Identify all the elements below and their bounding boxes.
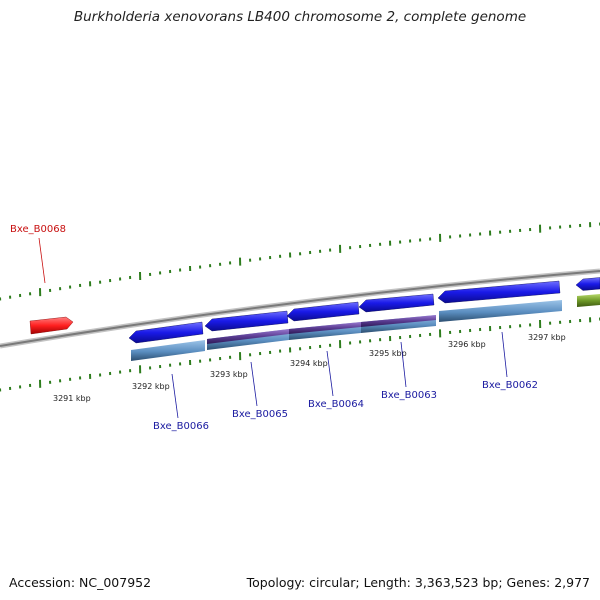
leader-bxe-b0066 bbox=[171, 373, 179, 419]
scale-ticks-bottom bbox=[0, 317, 600, 392]
gene-arrow-bxe-b0063[interactable] bbox=[358, 293, 435, 313]
genome-summary: Topology: circular; Length: 3,363,523 bp… bbox=[246, 575, 590, 590]
gene-label-bxe-b0063[interactable]: Bxe_B0063 bbox=[381, 390, 437, 401]
gene-label-bxe-b0066[interactable]: Bxe_B0066 bbox=[153, 421, 209, 432]
cds-feature-bxe-b0066 bbox=[131, 340, 205, 361]
gene-arrow-bxe-b0065[interactable] bbox=[204, 310, 289, 332]
domain-feature-bxe-b0064 bbox=[289, 322, 361, 334]
gene-label-bxe-b0065[interactable]: Bxe_B0065 bbox=[232, 409, 288, 420]
leader-bxe-b0064 bbox=[326, 350, 334, 397]
kbp-label-3295: 3295 kbp bbox=[369, 349, 407, 358]
kbp-label-3294: 3294 kbp bbox=[290, 359, 328, 368]
kbp-label-3297: 3297 kbp bbox=[528, 333, 566, 342]
gene-arrow-bxe-b0068[interactable] bbox=[29, 316, 74, 335]
scale-ticks-top bbox=[0, 222, 600, 301]
gene-label-bxe-b0068[interactable]: Bxe_B0068 bbox=[10, 224, 66, 235]
gene-arrow-bxe-b0064[interactable] bbox=[286, 301, 360, 322]
green-feature-offscreen bbox=[577, 294, 600, 307]
domain-feature-bxe-b0063 bbox=[361, 315, 436, 327]
gene-label-bxe-b0062[interactable]: Bxe_B0062 bbox=[482, 380, 538, 391]
accession-text: Accession: NC_007952 bbox=[9, 575, 152, 590]
map-title: Burkholderia xenovorans LB400 chromosome… bbox=[73, 9, 527, 25]
domain-feature-bxe-b0065 bbox=[207, 329, 289, 344]
gene-label-bxe-b0064[interactable]: Bxe_B0064 bbox=[308, 399, 364, 410]
leader-bxe-b0065 bbox=[250, 361, 258, 407]
leader-bxe-b0063 bbox=[400, 341, 407, 388]
kbp-label-3292: 3292 kbp bbox=[132, 382, 170, 391]
leader-bxe-b0068 bbox=[38, 237, 46, 284]
gene-arrow-offscreen[interactable] bbox=[575, 277, 600, 291]
kbp-label-3293: 3293 kbp bbox=[210, 370, 248, 379]
gene-arrow-bxe-b0062[interactable] bbox=[437, 280, 561, 304]
cds-feature-bxe-b0062 bbox=[439, 300, 562, 322]
kbp-label-3291: 3291 kbp bbox=[53, 394, 91, 403]
chromosome-backbone-shadow bbox=[0, 270, 600, 347]
gene-arrow-bxe-b0066[interactable] bbox=[128, 321, 204, 344]
kbp-label-3296: 3296 kbp bbox=[448, 340, 486, 349]
leader-bxe-b0062 bbox=[501, 331, 508, 378]
